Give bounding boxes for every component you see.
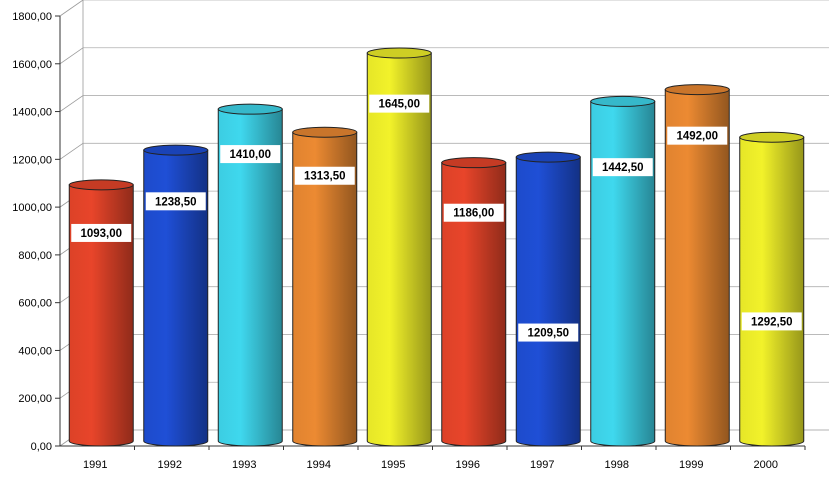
bar-body bbox=[515, 156, 581, 447]
y-tick-label: 600,00 bbox=[18, 298, 52, 310]
bar bbox=[739, 131, 805, 447]
bar-body bbox=[292, 131, 358, 447]
bar-body bbox=[366, 52, 432, 447]
bar-top bbox=[68, 179, 134, 191]
data-label-text: 1410,00 bbox=[229, 149, 271, 161]
bar-top bbox=[441, 157, 507, 169]
data-label: 1209,50 bbox=[518, 323, 579, 342]
gridline-connector bbox=[59, 47, 84, 65]
bar bbox=[143, 144, 209, 447]
x-category-label: 1991 bbox=[83, 459, 107, 471]
bar-top bbox=[739, 131, 805, 143]
data-label-text: 1645,00 bbox=[378, 99, 420, 111]
x-category-label: 1998 bbox=[605, 459, 629, 471]
data-label: 1093,00 bbox=[71, 223, 132, 242]
x-category-label: 1994 bbox=[307, 459, 331, 471]
bar-top bbox=[664, 84, 730, 96]
x-category-label: 1996 bbox=[456, 459, 480, 471]
data-label-text: 1442,50 bbox=[602, 162, 644, 174]
x-axis-category-labels: 1991 1992 1993 1994 1995 1996 1997 1998 1999 2000 bbox=[83, 459, 778, 471]
bar-body bbox=[664, 89, 730, 447]
bar bbox=[441, 157, 507, 447]
bar-top bbox=[515, 151, 581, 163]
data-label-text: 1186,00 bbox=[453, 208, 494, 220]
bar bbox=[217, 103, 283, 447]
data-label-text: 1292,50 bbox=[751, 316, 793, 328]
gridline-connector bbox=[59, 0, 84, 17]
bar-top bbox=[366, 47, 432, 59]
y-tick-label: 1200,00 bbox=[12, 154, 52, 166]
y-tick-label: 1000,00 bbox=[12, 202, 52, 214]
bar-body bbox=[217, 108, 283, 447]
data-label: 1442,50 bbox=[592, 158, 653, 177]
data-label-text: 1313,50 bbox=[304, 171, 346, 183]
bar-top bbox=[590, 95, 656, 107]
data-label: 1410,00 bbox=[220, 145, 281, 164]
bar-body bbox=[441, 162, 507, 447]
x-category-label: 1992 bbox=[158, 459, 182, 471]
data-label: 1292,50 bbox=[741, 312, 802, 331]
y-tick-label: 0,00 bbox=[31, 441, 52, 453]
x-category-label: 2000 bbox=[754, 459, 778, 471]
bar-top bbox=[217, 103, 283, 115]
bar-body bbox=[143, 149, 209, 447]
data-labels: 1093,00 1238,50 1410,00 1313,50 1645,00 1186,… bbox=[71, 94, 802, 342]
y-tick-label: 200,00 bbox=[18, 393, 52, 405]
y-tick-label: 1400,00 bbox=[12, 107, 52, 119]
data-label: 1238,50 bbox=[145, 192, 206, 211]
data-label-text: 1238,50 bbox=[155, 196, 197, 208]
bar bbox=[68, 179, 134, 447]
bar bbox=[515, 151, 581, 447]
data-label-text: 1093,00 bbox=[80, 228, 122, 240]
bar bbox=[292, 126, 358, 447]
y-axis-tick-labels: 0,00 200,00 400,00 600,00 800,00 1000,00 1200,… bbox=[12, 11, 52, 453]
x-category-label: 1995 bbox=[381, 459, 405, 471]
bar-top bbox=[292, 126, 358, 138]
data-label: 1313,50 bbox=[294, 166, 355, 185]
bar bbox=[590, 95, 656, 447]
data-label-text: 1492,00 bbox=[676, 131, 718, 143]
bar-body bbox=[739, 136, 805, 447]
bar-body bbox=[590, 100, 656, 447]
data-label: 1186,00 bbox=[443, 203, 504, 222]
x-category-label: 1997 bbox=[530, 459, 554, 471]
data-label: 1645,00 bbox=[369, 94, 430, 113]
gridline-connector bbox=[59, 143, 84, 160]
data-label-text: 1209,50 bbox=[527, 328, 569, 340]
bar bbox=[664, 84, 730, 447]
y-tick-label: 1800,00 bbox=[12, 11, 52, 23]
gridline-connector bbox=[59, 95, 84, 112]
y-tick-label: 400,00 bbox=[18, 345, 52, 357]
x-category-label: 1999 bbox=[679, 459, 703, 471]
data-label: 1492,00 bbox=[667, 126, 728, 145]
bar-body bbox=[68, 184, 134, 447]
x-category-label: 1993 bbox=[232, 459, 256, 471]
bar-top bbox=[143, 144, 209, 156]
bars bbox=[68, 47, 805, 447]
bar bbox=[366, 47, 432, 447]
y-tick-label: 1600,00 bbox=[12, 59, 52, 71]
y-tick-label: 800,00 bbox=[18, 250, 52, 262]
